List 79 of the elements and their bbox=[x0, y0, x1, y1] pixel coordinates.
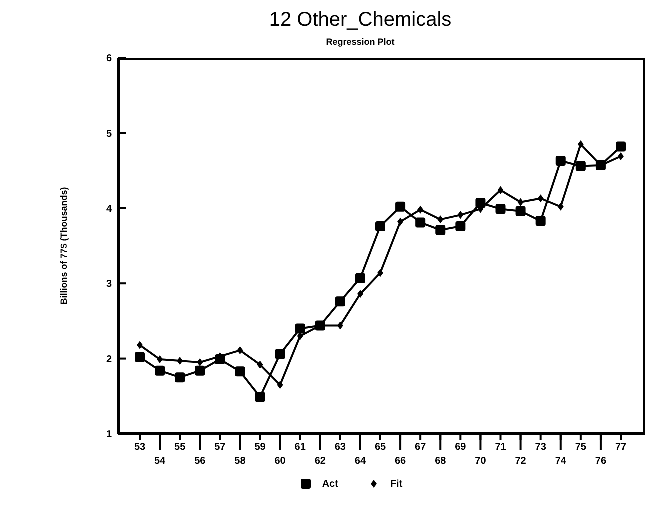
x-tick-label: 55 bbox=[174, 442, 186, 453]
point bbox=[355, 273, 366, 284]
point bbox=[357, 290, 364, 298]
point bbox=[237, 346, 244, 355]
point bbox=[177, 357, 184, 366]
point bbox=[538, 194, 544, 203]
point bbox=[396, 202, 406, 212]
point bbox=[398, 218, 404, 226]
point bbox=[476, 198, 486, 208]
x-tick-label: 69 bbox=[455, 442, 467, 453]
point bbox=[556, 156, 566, 166]
point bbox=[335, 296, 346, 307]
point bbox=[275, 349, 286, 360]
point bbox=[576, 161, 586, 172]
point bbox=[558, 202, 564, 211]
y-tick-label: 3 bbox=[106, 279, 112, 290]
x-tick-label: 75 bbox=[575, 442, 587, 453]
x-tick-label: 64 bbox=[354, 456, 366, 467]
point bbox=[376, 221, 386, 232]
point bbox=[378, 269, 384, 278]
point bbox=[456, 221, 466, 232]
x-tick-label: 59 bbox=[254, 442, 266, 453]
x-tick-label: 54 bbox=[154, 456, 166, 467]
point bbox=[618, 152, 624, 161]
point bbox=[337, 322, 344, 330]
point bbox=[235, 366, 246, 377]
x-tick-label: 53 bbox=[134, 442, 146, 453]
x-tick-label: 74 bbox=[555, 456, 567, 467]
legend-label: Act bbox=[322, 478, 338, 490]
x-tick-label: 65 bbox=[374, 442, 386, 453]
x-tick-label: 73 bbox=[535, 442, 547, 453]
x-tick-label: 56 bbox=[194, 456, 206, 467]
point bbox=[418, 206, 424, 214]
point bbox=[137, 341, 143, 350]
point bbox=[195, 366, 206, 376]
x-tick-label: 68 bbox=[435, 456, 447, 467]
x-tick-label: 77 bbox=[615, 442, 627, 453]
x-tick-label: 58 bbox=[234, 456, 246, 467]
x-tick-label: 76 bbox=[595, 456, 607, 467]
point bbox=[578, 140, 584, 148]
point bbox=[175, 372, 186, 383]
y-tick-label: 2 bbox=[106, 354, 112, 366]
chart-subtitle: Regression Plot bbox=[325, 36, 396, 48]
point bbox=[215, 354, 226, 365]
point bbox=[255, 392, 266, 402]
y-tick-label: 6 bbox=[106, 54, 112, 65]
y-tick-label: 5 bbox=[106, 128, 112, 140]
x-tick-label: 60 bbox=[274, 456, 286, 467]
point bbox=[257, 360, 264, 369]
point bbox=[295, 324, 306, 334]
point bbox=[277, 381, 284, 390]
point bbox=[416, 218, 426, 228]
point bbox=[616, 142, 626, 152]
x-tick-label: 67 bbox=[415, 442, 427, 453]
x-tick-label: 57 bbox=[214, 442, 226, 453]
x-tick-label: 61 bbox=[294, 442, 306, 453]
y-tick-label: 4 bbox=[106, 204, 112, 215]
point bbox=[155, 366, 166, 376]
x-tick-label: 70 bbox=[475, 456, 487, 467]
y-axis-title: Billions of 77$ (Thousands) bbox=[59, 187, 70, 305]
point bbox=[496, 204, 506, 214]
point bbox=[438, 216, 444, 224]
point bbox=[458, 211, 464, 220]
point bbox=[518, 198, 524, 206]
y-tick-label: 1 bbox=[106, 430, 112, 441]
point bbox=[516, 206, 526, 216]
point bbox=[157, 356, 164, 364]
chart-title: 12 Other_Chemicals bbox=[268, 8, 453, 32]
x-tick-label: 63 bbox=[334, 442, 346, 453]
point bbox=[536, 216, 546, 226]
point bbox=[498, 186, 504, 194]
x-tick-label: 62 bbox=[314, 456, 326, 467]
x-tick-label: 72 bbox=[515, 456, 527, 467]
point bbox=[135, 352, 145, 362]
x-tick-label: 66 bbox=[394, 456, 407, 467]
legend-label: Fit bbox=[390, 478, 403, 490]
x-tick-label: 71 bbox=[495, 442, 507, 453]
point bbox=[436, 225, 446, 236]
point bbox=[197, 358, 204, 367]
